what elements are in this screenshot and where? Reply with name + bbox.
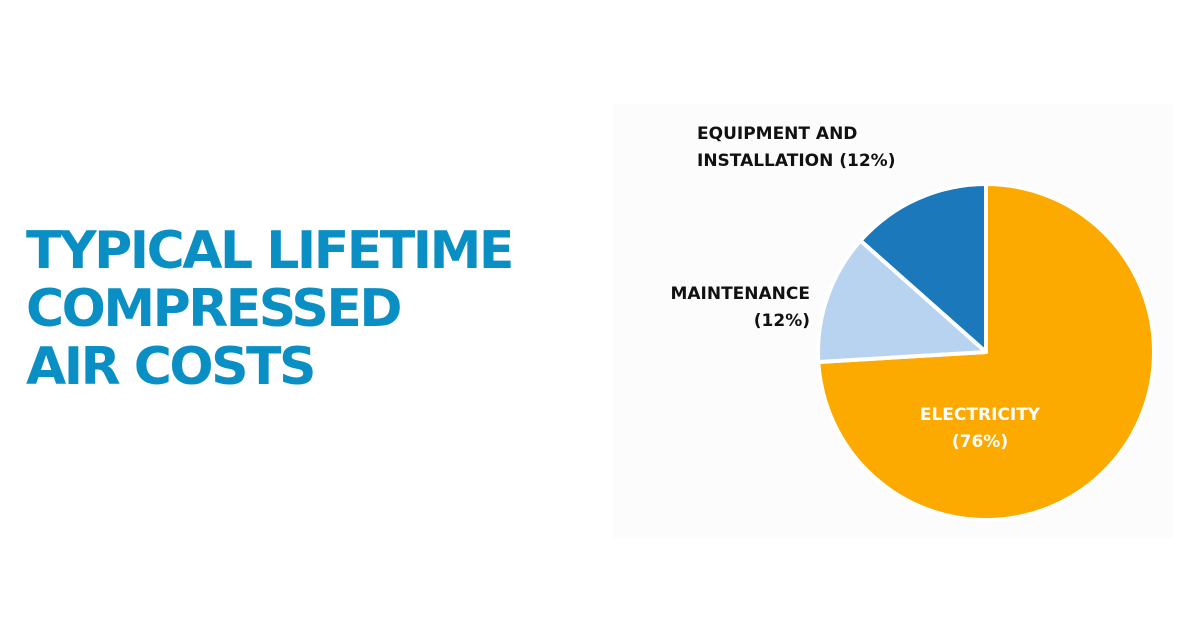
label-electricity-value: (76%)	[951, 432, 1009, 452]
label-electricity-name: ELECTRICITY	[919, 405, 1041, 425]
label-maintenance-value: (12%)	[753, 311, 810, 331]
label-electricity: ELECTRICITY (76%)	[910, 402, 1050, 456]
title-line-1: TYPICAL LIFETIME	[26, 221, 514, 281]
label-equipment-name: EQUIPMENT AND	[697, 124, 858, 144]
chart-title: TYPICAL LIFETIME COMPRESSED AIR COSTS	[26, 221, 514, 397]
title-line-3: AIR COSTS	[26, 337, 316, 397]
title-line-2: COMPRESSED	[26, 279, 403, 339]
label-maintenance-name: MAINTENANCE	[670, 284, 810, 304]
slice-maintenance	[816, 238, 988, 364]
label-maintenance: MAINTENANCE (12%)	[630, 281, 810, 335]
slice-equipment	[858, 182, 988, 354]
label-equipment-value: INSTALLATION (12%)	[697, 151, 896, 171]
label-equipment: EQUIPMENT AND INSTALLATION (12%)	[697, 121, 895, 175]
